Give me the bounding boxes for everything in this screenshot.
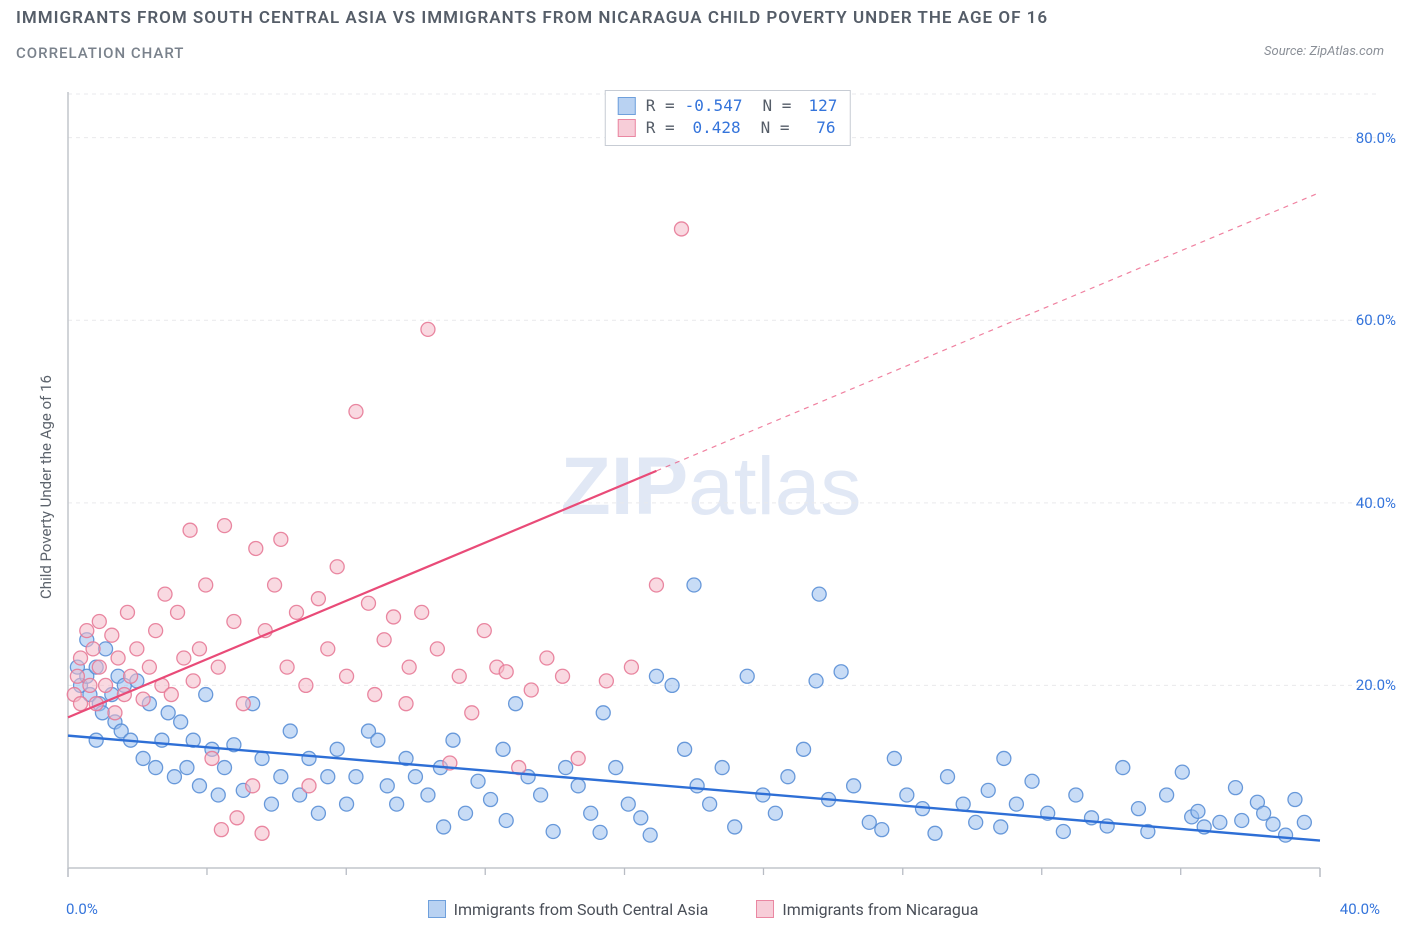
stats-r-value: -0.547: [685, 95, 743, 117]
scatter-svg: [40, 86, 1382, 888]
plot-area: Child Poverty Under the Age of 16 ZIPatl…: [40, 86, 1382, 888]
stats-legend: R = -0.547 N = 127 R = 0.428 N = 76: [605, 90, 851, 146]
stats-r-value: 0.428: [685, 117, 741, 139]
stats-legend-row-nicaragua: R = 0.428 N = 76: [618, 117, 838, 139]
legend-swatch: [756, 900, 774, 918]
stats-r-label: R =: [646, 117, 675, 139]
legend-item-south_central_asia: Immigrants from South Central Asia: [428, 900, 709, 919]
source-attribution: Source: ZipAtlas.com: [1264, 44, 1384, 59]
legend-swatch: [618, 119, 636, 137]
legend-item-nicaragua: Immigrants from Nicaragua: [756, 900, 978, 919]
chart-subtitle: CORRELATION CHART: [16, 44, 1390, 62]
legend-label: Immigrants from South Central Asia: [454, 900, 709, 919]
chart-title: IMMIGRANTS FROM SOUTH CENTRAL ASIA VS IM…: [16, 8, 1390, 28]
legend-label: Immigrants from Nicaragua: [782, 900, 978, 919]
source-value: ZipAtlas.com: [1309, 44, 1384, 59]
legend-swatch: [428, 900, 446, 918]
legend-swatch: [618, 97, 636, 115]
stats-n-value: 127: [801, 95, 837, 117]
stats-n-label: N =: [762, 95, 791, 117]
stats-r-label: R =: [646, 95, 675, 117]
source-label: Source:: [1264, 44, 1306, 59]
stats-legend-row-south_central_asia: R = -0.547 N = 127: [618, 95, 838, 117]
stats-n-value: 76: [800, 117, 836, 139]
stats-n-label: N =: [761, 117, 790, 139]
series-legend: Immigrants from South Central Asia Immigr…: [0, 900, 1406, 923]
